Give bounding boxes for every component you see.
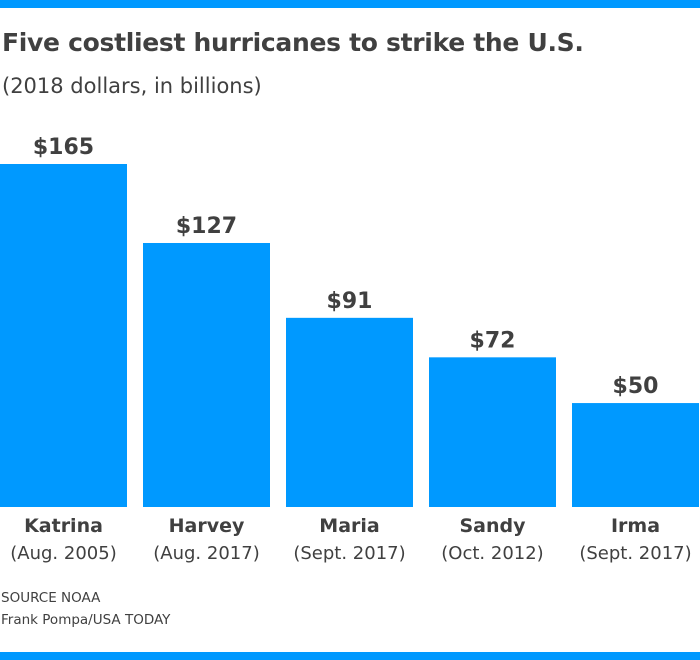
source-note: SOURCE NOAA (1, 590, 101, 606)
data-label: $127 (176, 214, 237, 239)
top-rule (0, 0, 700, 8)
bar-irma (572, 403, 699, 507)
data-label: $50 (613, 374, 659, 399)
bottom-rule (0, 652, 700, 660)
bar-sandy (429, 357, 556, 507)
category-date-label: (Aug. 2005) (10, 543, 116, 564)
bar-harvey (143, 242, 270, 507)
credit-note: Frank Pompa/USA TODAY (1, 612, 171, 628)
category-date-label: (Aug. 2017) (153, 543, 259, 564)
category-label: Maria (319, 515, 379, 537)
chart-subtitle: (2018 dollars, in billions) (2, 74, 262, 98)
data-label: $165 (33, 135, 94, 160)
category-label: Katrina (24, 515, 103, 537)
category-label: Harvey (169, 515, 245, 537)
category-label: Irma (611, 515, 660, 537)
category-date-label: (Sept. 2017) (579, 543, 691, 564)
bar-maria (286, 317, 413, 507)
category-label: Sandy (459, 515, 526, 537)
data-label: $72 (470, 328, 516, 353)
category-date-label: (Oct. 2012) (441, 543, 543, 564)
data-label: $91 (327, 289, 373, 314)
bar-katrina (0, 164, 127, 507)
chart-title: Five costliest hurricanes to strike the … (2, 28, 584, 57)
category-date-label: (Sept. 2017) (293, 543, 405, 564)
